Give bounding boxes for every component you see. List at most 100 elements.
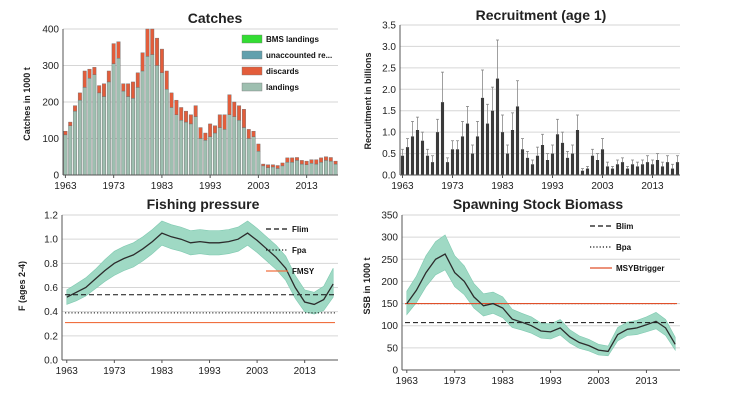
bar-discards — [319, 157, 324, 163]
x-tick-label: 1963 — [396, 376, 419, 387]
bar-landings — [188, 123, 193, 176]
recruitment-bar — [610, 168, 615, 175]
x-tick-label: 1983 — [491, 181, 514, 192]
catches-y-ticks: 0 100 200 300 400 — [42, 25, 59, 182]
bar-landings — [208, 136, 213, 176]
recruitment-bar — [415, 130, 420, 175]
y-tick-label: 300 — [42, 61, 59, 72]
x-tick-label: 1983 — [151, 366, 174, 377]
bar-landings — [106, 81, 111, 176]
legend-entry: Fpa — [292, 246, 307, 255]
bar-discards — [285, 157, 290, 163]
recruitment-bar — [565, 157, 570, 175]
x-tick-label: 2003 — [587, 376, 610, 387]
bar-discards — [299, 160, 304, 165]
bar-discards — [324, 156, 328, 161]
bar-landings — [184, 121, 188, 176]
x-tick-label: 1973 — [103, 181, 126, 192]
y-tick-label: 350 — [381, 211, 398, 222]
bar-discards — [280, 162, 285, 167]
recruitment-bar — [675, 162, 680, 175]
fishing-axes — [61, 215, 338, 363]
recruitment-bar — [615, 164, 620, 175]
recruitment-bars — [400, 39, 680, 175]
recruitment-bar — [450, 149, 455, 175]
bar-landings — [121, 90, 126, 176]
x-tick-label: 1993 — [199, 181, 222, 192]
bar-discards — [164, 70, 169, 90]
y-tick-label: 0 — [53, 171, 59, 182]
bar-landings — [232, 116, 237, 176]
bar-landings — [299, 163, 304, 176]
bar-landings — [217, 127, 222, 176]
recruitment-bar — [540, 145, 545, 175]
recruitment-bar — [465, 123, 470, 175]
bar-landings — [140, 70, 145, 176]
bar-landings — [145, 56, 150, 176]
recruitment-bar — [530, 164, 535, 175]
bar-discards — [217, 114, 222, 128]
bar-landings — [87, 78, 92, 176]
recruitment-bar — [440, 102, 445, 175]
bar-discards — [179, 107, 184, 121]
recruitment-bar — [520, 149, 525, 175]
recruitment-bar — [600, 149, 605, 175]
x-tick-label: 2013 — [641, 181, 664, 192]
recruitment-bar — [510, 130, 515, 175]
bar-discards — [222, 114, 227, 130]
recruitment-bar — [580, 170, 585, 175]
bar-discards — [155, 37, 160, 66]
bar-discards — [68, 121, 73, 126]
fishing-line — [66, 232, 334, 306]
recruitment-bar — [650, 164, 655, 175]
bar-discards — [314, 159, 319, 165]
y-tick-label: 1.0 — [382, 128, 396, 139]
bar-landings — [304, 164, 309, 176]
legend-entry: Blim — [616, 222, 633, 231]
x-tick-label: 1993 — [198, 366, 221, 377]
recruitment-x-ticks: 1963 1973 1983 1993 2003 2013 — [391, 181, 664, 192]
x-tick-label: 2003 — [247, 181, 270, 192]
recruitment-axes — [399, 25, 680, 178]
bar-landings — [164, 89, 169, 176]
recruitment-bar — [575, 130, 580, 175]
bar-discards — [193, 105, 198, 117]
bar-landings — [116, 58, 121, 176]
bar-discards — [126, 83, 131, 97]
recruitment-bar — [515, 106, 520, 175]
estimate-line — [66, 232, 334, 306]
bar-discards — [227, 94, 232, 115]
recruitment-bar — [490, 110, 495, 175]
bar-discards — [261, 163, 266, 167]
y-tick-label: 0.0 — [382, 171, 396, 182]
y-tick-label: 2.0 — [382, 85, 396, 96]
bar-landings — [319, 162, 324, 176]
bar-landings — [174, 114, 179, 176]
bar-discards — [241, 109, 246, 128]
x-tick-label: 1963 — [56, 366, 79, 377]
x-tick-label: 1993 — [541, 181, 564, 192]
bar-landings — [256, 151, 261, 176]
fishing-x-ticks: 1963 1973 1983 1993 2003 2013 — [56, 366, 317, 377]
ssb-title: Spawning Stock Biomass — [453, 196, 624, 212]
fishing-title: Fishing pressure — [147, 196, 260, 212]
fishing-legend: Flim Fpa FMSY — [266, 225, 315, 276]
bar-landings — [309, 163, 314, 176]
bar-discards — [131, 81, 135, 99]
bar-discards — [111, 43, 116, 64]
bar-landings — [333, 163, 338, 176]
ssb-panel: Spawning Stock Biomass SSB in 1000 t 0 50… — [362, 196, 680, 387]
recruitment-y-ticks: 0.0 0.5 1.0 1.5 2.0 2.5 3.0 3.5 — [382, 21, 396, 182]
recruitment-bar — [640, 164, 645, 175]
legend-swatch — [241, 66, 263, 76]
catches-title: Catches — [188, 10, 243, 26]
bar-landings — [251, 136, 256, 176]
x-tick-label: 2003 — [246, 366, 269, 377]
bar-discards — [333, 160, 338, 165]
ssb-legend: Blim Bpa MSYBtrigger — [590, 222, 664, 273]
y-tick-label: 150 — [381, 299, 398, 310]
bar-discards — [213, 125, 217, 134]
confidence-band — [406, 234, 676, 357]
bar-landings — [135, 87, 140, 176]
ssb-axes — [401, 215, 680, 373]
